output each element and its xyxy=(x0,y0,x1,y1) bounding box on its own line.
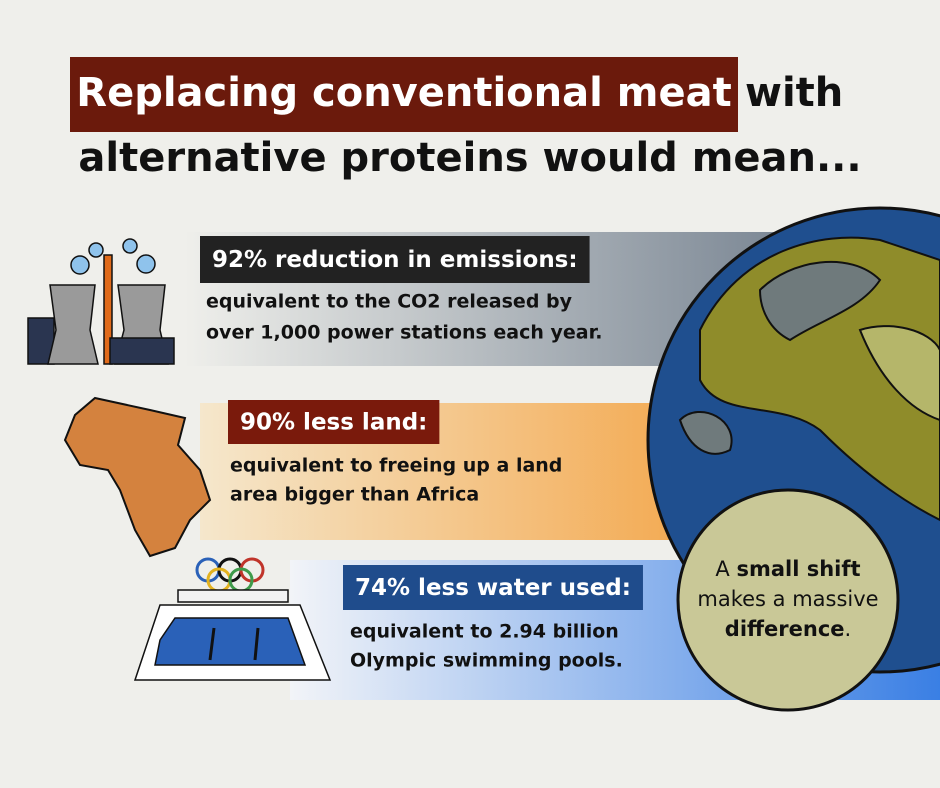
callout-segment: difference xyxy=(725,617,845,641)
row-body: over 1,000 power stations each year. xyxy=(206,322,603,344)
title-text: alternative proteins would mean... xyxy=(78,135,861,181)
callout-line: difference. xyxy=(725,617,851,641)
title-text: with xyxy=(745,70,843,116)
row-heading: 74% less water used: xyxy=(355,575,631,601)
row-body: equivalent to freeing up a land xyxy=(230,455,562,477)
africa-icon xyxy=(63,396,212,558)
heading-box xyxy=(200,236,590,283)
callout: A small shift makes a massive difference. xyxy=(697,557,878,641)
callout-circle xyxy=(676,488,900,712)
callout-segment: small shift xyxy=(736,557,860,581)
pool-icon xyxy=(133,557,332,681)
heading-box xyxy=(343,565,643,610)
row-body: Olympic swimming pools. xyxy=(350,650,623,672)
row-body: equivalent to the CO2 released by xyxy=(206,291,573,313)
callout-segment: A xyxy=(715,557,736,581)
callout-line: A small shift xyxy=(715,557,860,581)
row-heading: 90% less land: xyxy=(240,410,427,436)
row-body: equivalent to 2.94 billion xyxy=(350,621,619,643)
callout-segment: . xyxy=(845,617,852,641)
heading-box xyxy=(228,400,440,444)
power-station-icon xyxy=(27,238,175,365)
row-heading: 92% reduction in emissions: xyxy=(212,247,578,273)
title-highlight xyxy=(70,57,738,132)
callout-line: makes a massive xyxy=(697,587,878,611)
callout-segment: makes a massive xyxy=(697,587,878,611)
title-highlight-text: Replacing conventional meat xyxy=(76,70,731,116)
rows: 92% reduction in emissions: equivalent to… xyxy=(200,236,643,672)
row-body: area bigger than Africa xyxy=(230,484,479,506)
